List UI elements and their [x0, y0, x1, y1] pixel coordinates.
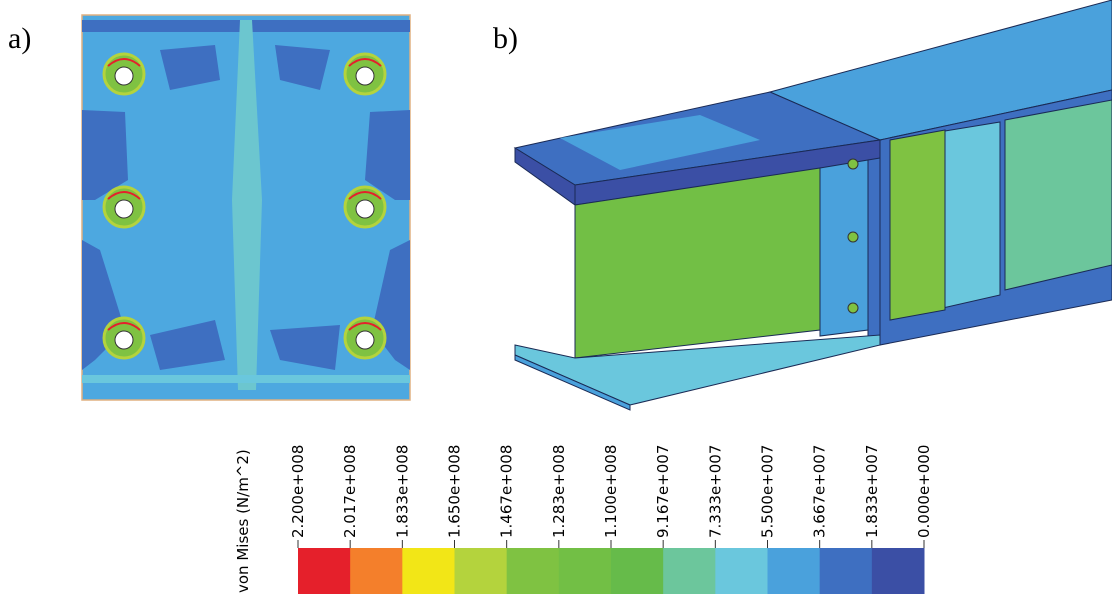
colorbar-segment [298, 548, 351, 594]
colorbar-segment [350, 548, 403, 594]
colorbar-segment [559, 548, 612, 594]
colorbar-segment [715, 548, 768, 594]
colorbar-segment [402, 548, 455, 594]
tick-label: 2.017e+008 [341, 445, 359, 538]
tick-label: 7.333e+007 [706, 445, 724, 538]
panel-label: b) [493, 22, 518, 55]
colorbar-segment [768, 548, 821, 594]
tick-label: 0.000e+000 [915, 445, 933, 538]
tick-label: 1.650e+008 [446, 445, 464, 538]
tick-label: 1.100e+008 [602, 445, 620, 538]
colorbar-segment [820, 548, 873, 594]
beam-plot [515, 0, 1112, 410]
colorbar-segment [663, 548, 716, 594]
colorbar: 2.200e+008 2.017e+008 1.833e+008 1.650e+008… [289, 445, 933, 594]
colorbar-segment [507, 548, 560, 594]
tick-label: 2.200e+008 [289, 445, 307, 538]
colorbar-segment [455, 548, 508, 594]
panel-label: a) [8, 22, 31, 55]
figure: a) b) [0, 0, 1112, 597]
colorbar-segment [872, 548, 925, 594]
tick-label: 1.283e+008 [550, 445, 568, 538]
plate-plot [82, 15, 410, 400]
tick-label: 1.833e+007 [863, 445, 881, 538]
tick-label: 1.833e+008 [393, 445, 411, 538]
tick-label: 3.667e+007 [811, 445, 829, 538]
colorbar-segment [611, 548, 664, 594]
legend-title: von Mises (N/m^2) [234, 449, 252, 593]
tick-label: 5.500e+007 [759, 445, 777, 538]
tick-label: 1.467e+008 [498, 445, 516, 538]
tick-label: 9.167e+007 [654, 445, 672, 538]
